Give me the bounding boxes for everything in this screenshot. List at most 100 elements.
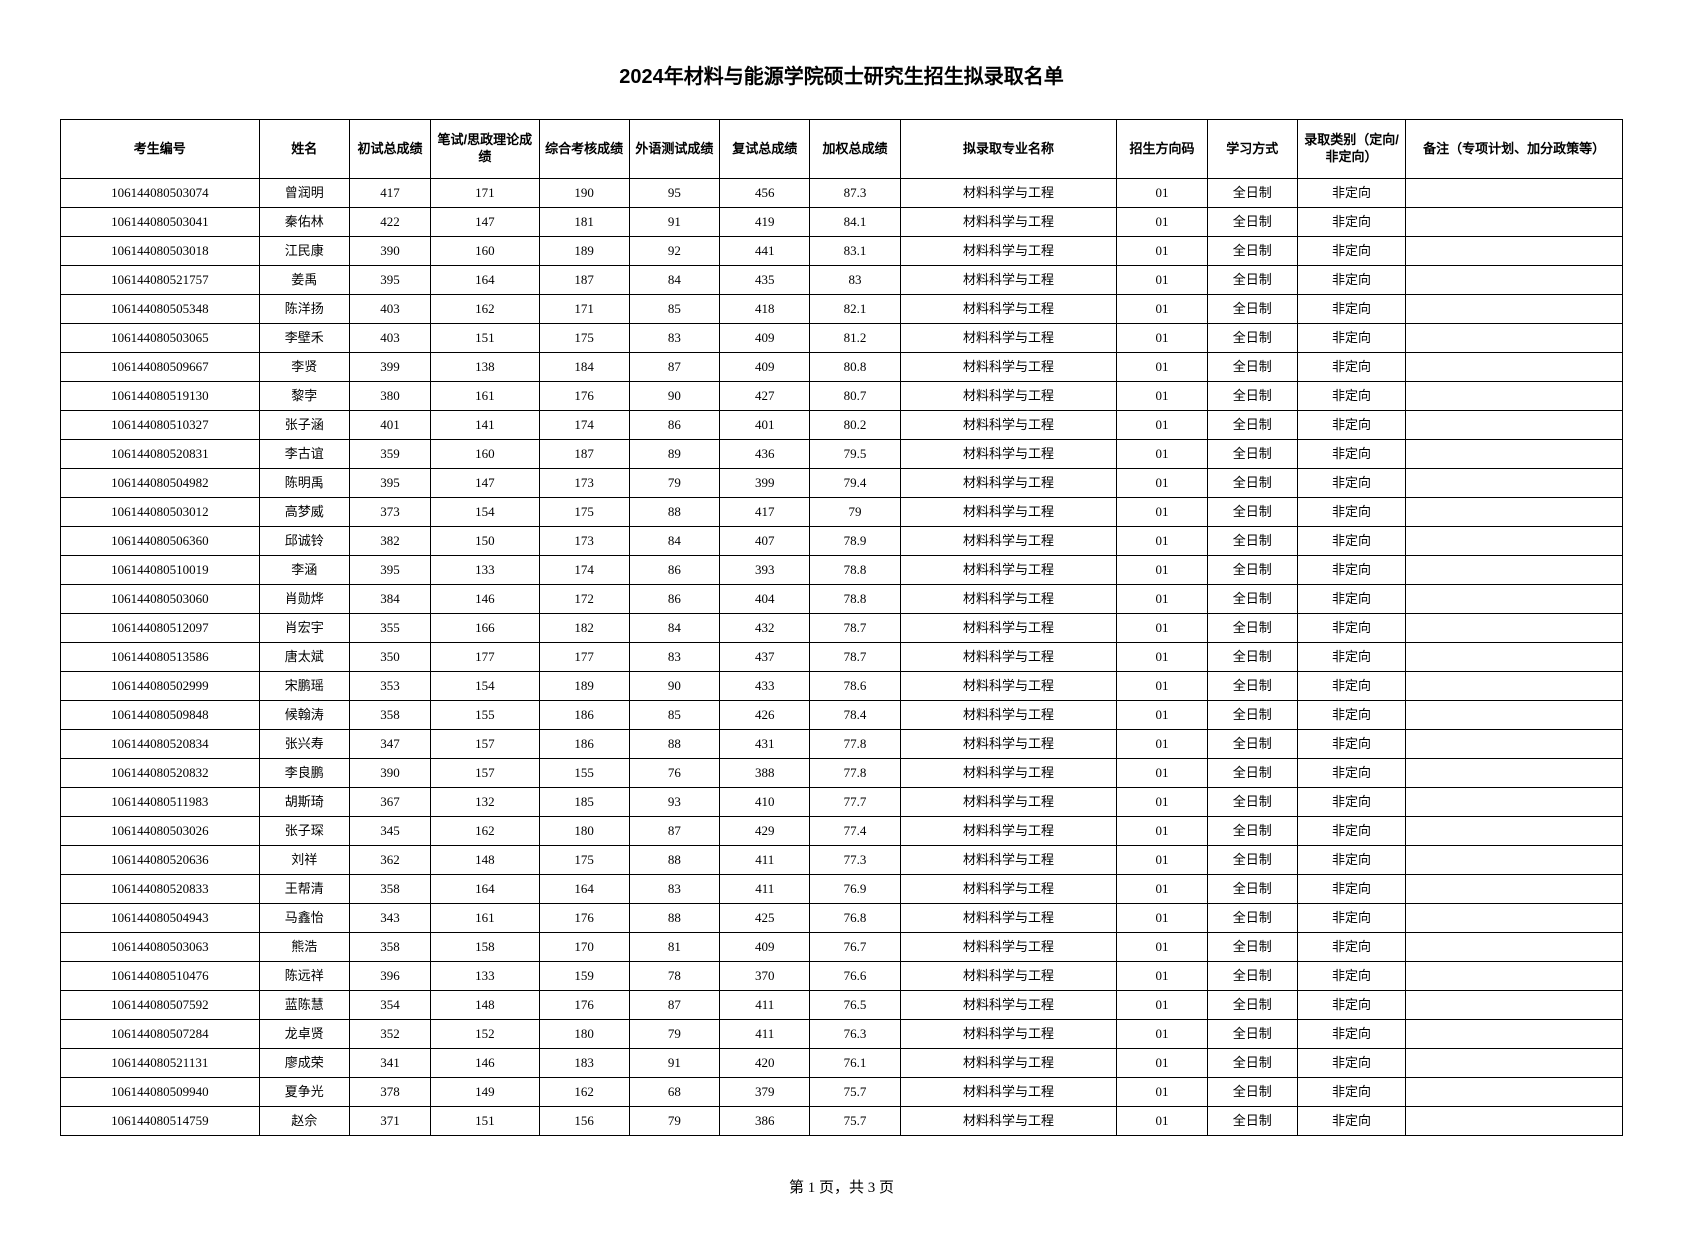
table-cell: 非定向 [1297,991,1405,1020]
table-cell: 非定向 [1297,411,1405,440]
table-cell: 材料科学与工程 [900,701,1117,730]
table-cell: 01 [1117,643,1207,672]
table-row: 106144080503012高梦威3731541758841779材料科学与工… [61,498,1623,527]
table-cell: 材料科学与工程 [900,904,1117,933]
table-cell: 164 [431,266,539,295]
table-cell [1406,527,1623,556]
table-cell: 384 [349,585,430,614]
table-cell: 材料科学与工程 [900,643,1117,672]
table-cell: 420 [720,1049,810,1078]
table-cell: 非定向 [1297,1107,1405,1136]
col-header: 拟录取专业名称 [900,120,1117,179]
table-cell: 106144080520832 [61,759,260,788]
table-row: 106144080503074曾润明4171711909545687.3材料科学… [61,179,1623,208]
table-cell: 非定向 [1297,382,1405,411]
table-cell: 341 [349,1049,430,1078]
table-cell: 456 [720,179,810,208]
table-cell: 75.7 [810,1078,900,1107]
table-cell: 347 [349,730,430,759]
table-cell: 张兴寿 [259,730,349,759]
table-cell: 404 [720,585,810,614]
table-cell: 106144080520834 [61,730,260,759]
table-cell: 01 [1117,585,1207,614]
table-cell: 78.9 [810,527,900,556]
table-cell: 155 [539,759,629,788]
table-cell: 陈洋扬 [259,295,349,324]
table-cell: 非定向 [1297,672,1405,701]
table-cell: 张子琛 [259,817,349,846]
table-cell: 79 [629,1107,719,1136]
table-cell: 106144080509848 [61,701,260,730]
table-cell [1406,672,1623,701]
table-cell: 材料科学与工程 [900,556,1117,585]
table-cell: 材料科学与工程 [900,846,1117,875]
table-cell: 全日制 [1207,237,1297,266]
table-cell [1406,556,1623,585]
table-cell [1406,643,1623,672]
table-cell: 材料科学与工程 [900,1049,1117,1078]
table-cell: 01 [1117,817,1207,846]
table-cell: 180 [539,1020,629,1049]
table-cell: 148 [431,991,539,1020]
table-cell: 01 [1117,846,1207,875]
table-cell: 全日制 [1207,585,1297,614]
table-row: 106144080513586唐太斌3501771778343778.7材料科学… [61,643,1623,672]
table-cell: 106144080504943 [61,904,260,933]
table-cell: 358 [349,701,430,730]
table-cell: 01 [1117,614,1207,643]
table-row: 106144080521131廖成荣3411461839142076.1材料科学… [61,1049,1623,1078]
table-row: 106144080514759赵佘3711511567938675.7材料科学与… [61,1107,1623,1136]
table-cell: 01 [1117,266,1207,295]
table-cell: 非定向 [1297,817,1405,846]
table-cell: 170 [539,933,629,962]
table-cell: 非定向 [1297,1020,1405,1049]
table-cell: 材料科学与工程 [900,382,1117,411]
table-cell: 106144080505348 [61,295,260,324]
table-cell: 164 [431,875,539,904]
table-cell: 01 [1117,672,1207,701]
table-cell: 76.7 [810,933,900,962]
table-cell [1406,962,1623,991]
table-cell: 材料科学与工程 [900,440,1117,469]
col-header: 备注（专项计划、加分政策等） [1406,120,1623,179]
table-row: 106144080503026张子琛3451621808742977.4材料科学… [61,817,1623,846]
table-cell: 曾润明 [259,179,349,208]
table-cell: 01 [1117,1107,1207,1136]
table-cell: 01 [1117,788,1207,817]
table-cell: 87.3 [810,179,900,208]
table-cell: 非定向 [1297,962,1405,991]
table-cell: 01 [1117,527,1207,556]
table-cell [1406,179,1623,208]
table-cell: 91 [629,208,719,237]
table-cell: 80.8 [810,353,900,382]
table-cell: 95 [629,179,719,208]
table-cell: 399 [349,353,430,382]
table-cell: 410 [720,788,810,817]
table-cell: 全日制 [1207,788,1297,817]
table-cell: 材料科学与工程 [900,1078,1117,1107]
table-cell: 409 [720,353,810,382]
table-cell: 176 [539,382,629,411]
table-cell: 174 [539,411,629,440]
table-cell [1406,498,1623,527]
table-cell: 01 [1117,759,1207,788]
table-cell: 87 [629,817,719,846]
table-cell: 全日制 [1207,382,1297,411]
table-cell: 106144080514759 [61,1107,260,1136]
table-row: 106144080521757姜禹3951641878443583材料科学与工程… [61,266,1623,295]
table-cell: 全日制 [1207,933,1297,962]
table-cell: 176 [539,991,629,1020]
table-cell: 173 [539,469,629,498]
table-cell: 76.3 [810,1020,900,1049]
table-cell: 非定向 [1297,846,1405,875]
table-cell [1406,788,1623,817]
table-cell: 77.8 [810,759,900,788]
table-cell [1406,324,1623,353]
table-cell [1406,411,1623,440]
table-cell: 非定向 [1297,788,1405,817]
table-cell: 材料科学与工程 [900,353,1117,382]
table-cell: 86 [629,585,719,614]
table-cell [1406,469,1623,498]
table-cell: 426 [720,701,810,730]
table-cell: 材料科学与工程 [900,266,1117,295]
